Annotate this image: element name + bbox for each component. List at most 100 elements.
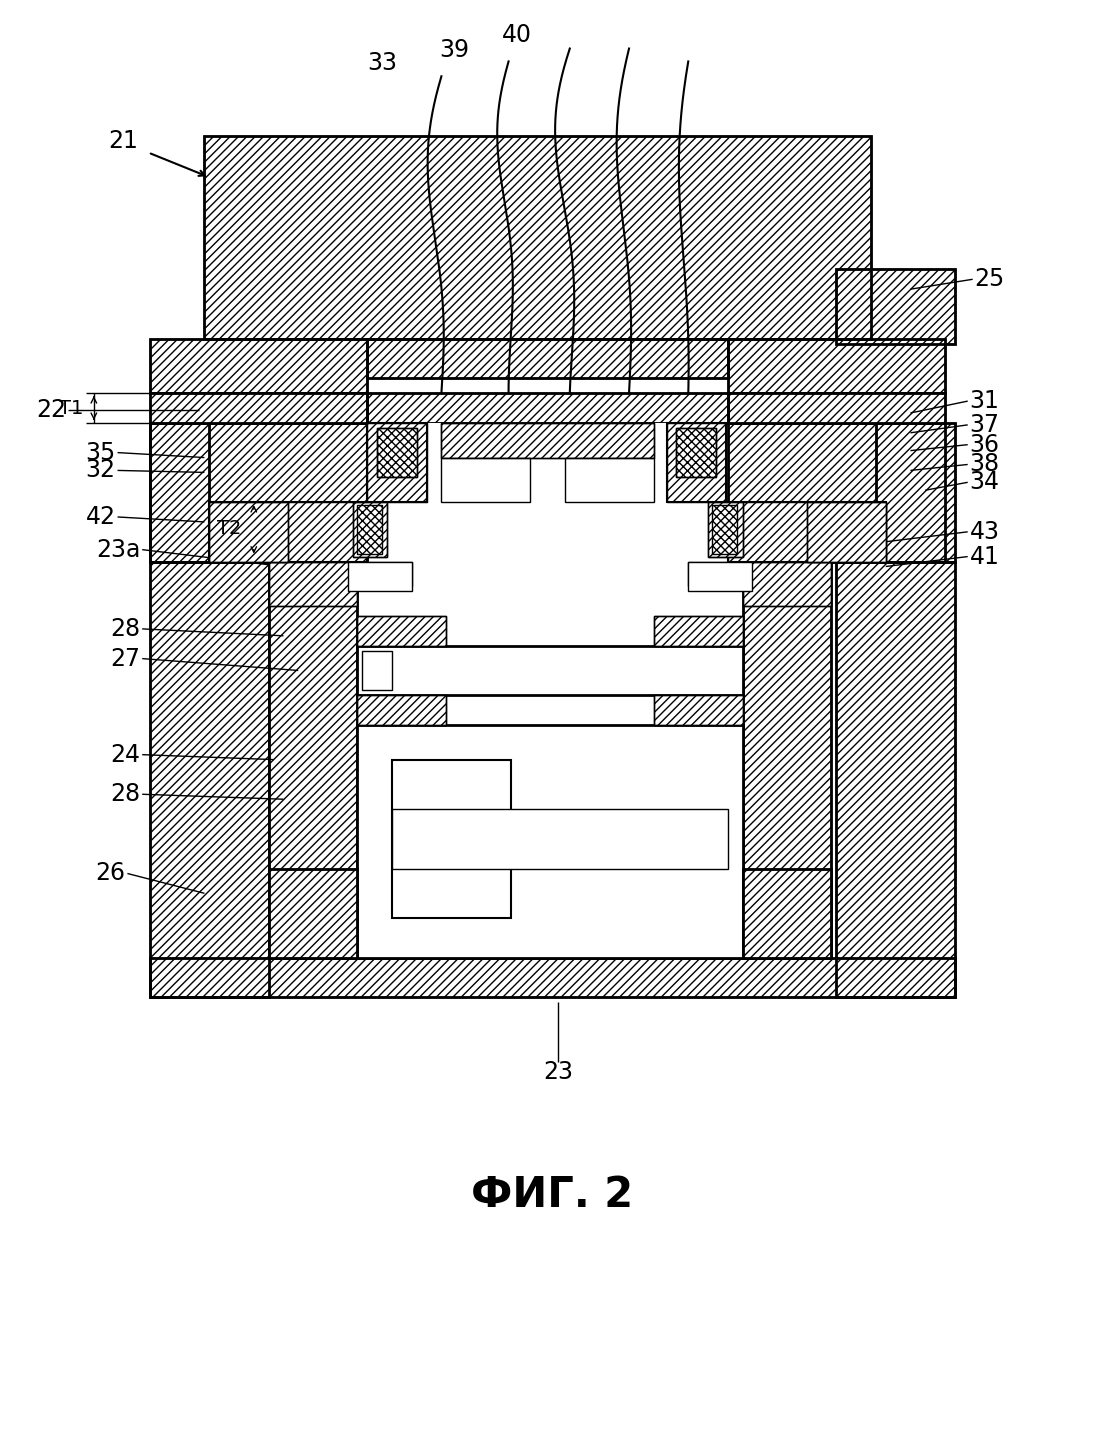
Bar [728, 423, 945, 561]
Bar [836, 561, 955, 998]
Bar [392, 759, 511, 917]
Text: 32: 32 [85, 459, 116, 482]
Bar [204, 135, 871, 339]
Bar [358, 615, 446, 646]
Bar [209, 502, 288, 561]
Bar [362, 650, 392, 690]
Bar [807, 502, 886, 561]
Bar [676, 429, 716, 477]
Bar [728, 339, 945, 393]
Bar [743, 561, 831, 605]
Text: 43: 43 [970, 519, 1000, 544]
Text: 28: 28 [110, 782, 140, 807]
Bar [367, 393, 728, 423]
Text: 23: 23 [543, 1060, 572, 1084]
Bar [150, 423, 209, 561]
Text: 25: 25 [975, 267, 1004, 292]
Bar [150, 423, 209, 561]
Text: 23a: 23a [96, 538, 140, 562]
Text: 35: 35 [85, 440, 116, 464]
Bar [565, 457, 654, 502]
Bar [688, 561, 743, 587]
Bar [150, 561, 269, 998]
Bar [348, 561, 412, 591]
Bar [654, 615, 743, 646]
Bar [269, 561, 358, 605]
Bar [807, 502, 886, 561]
Text: ФИГ. 2: ФИГ. 2 [471, 1175, 633, 1217]
Bar [728, 393, 945, 423]
Text: 28: 28 [110, 617, 140, 641]
Bar [836, 269, 955, 344]
Text: 39: 39 [440, 37, 470, 62]
Bar [743, 869, 831, 958]
Bar [688, 561, 753, 591]
Bar [367, 339, 728, 378]
Bar [728, 502, 886, 561]
Bar [654, 615, 743, 646]
Bar [352, 502, 387, 557]
Bar [728, 339, 945, 393]
Text: 27: 27 [110, 647, 140, 670]
Bar [654, 695, 743, 725]
Bar [836, 269, 955, 344]
Text: 21: 21 [108, 128, 138, 152]
Bar [377, 429, 417, 477]
Bar [269, 561, 358, 958]
Bar [150, 393, 367, 423]
Bar [358, 561, 412, 587]
Bar [367, 423, 427, 502]
Bar [836, 561, 955, 998]
Bar [358, 561, 743, 615]
Bar [743, 561, 831, 958]
Text: 22: 22 [36, 398, 66, 421]
Bar [743, 561, 831, 605]
Bar [358, 646, 743, 695]
Bar [367, 393, 728, 423]
Bar [209, 502, 367, 561]
Bar [150, 423, 367, 561]
Text: 36: 36 [970, 433, 1000, 457]
Text: 42: 42 [85, 505, 116, 529]
Bar [358, 695, 446, 725]
Bar [150, 561, 269, 998]
Bar [150, 958, 955, 998]
Bar [269, 869, 358, 958]
Bar [728, 393, 945, 423]
Bar [367, 423, 427, 502]
Bar [392, 810, 728, 869]
Bar [666, 423, 726, 502]
Bar [352, 502, 387, 557]
Text: 31: 31 [970, 390, 1000, 413]
Bar [358, 725, 743, 958]
Bar [209, 502, 288, 561]
Bar [676, 429, 716, 477]
Text: T2: T2 [217, 519, 241, 538]
Bar [150, 339, 367, 393]
Bar [441, 457, 530, 502]
Bar [358, 505, 382, 554]
Bar [712, 505, 737, 554]
Bar [358, 695, 446, 725]
Bar [427, 423, 666, 502]
Text: 38: 38 [970, 453, 1000, 476]
Bar [708, 502, 743, 557]
Bar [150, 423, 367, 561]
Bar [269, 561, 358, 605]
Bar [728, 423, 945, 561]
Bar [666, 423, 726, 502]
Bar [377, 429, 417, 477]
Bar [654, 695, 743, 725]
Bar [728, 502, 886, 561]
Bar [204, 135, 871, 339]
Text: 41: 41 [970, 545, 1000, 568]
Bar [150, 958, 955, 998]
Bar [269, 561, 358, 958]
Text: 33: 33 [367, 52, 397, 75]
Text: 26: 26 [95, 861, 126, 886]
Bar [367, 339, 728, 378]
Bar [150, 339, 367, 393]
Bar [743, 869, 831, 958]
Bar [441, 423, 654, 457]
Text: 40: 40 [502, 23, 532, 46]
